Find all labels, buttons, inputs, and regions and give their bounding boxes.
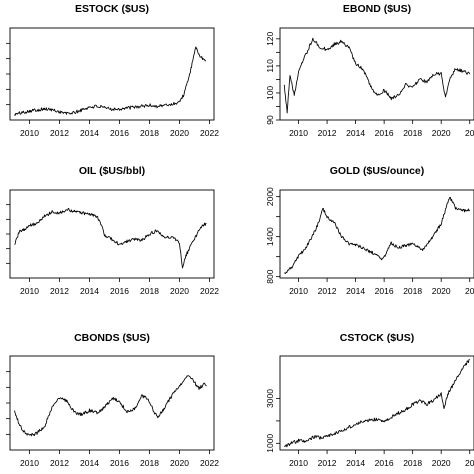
x-tick-label: 2018: [403, 286, 422, 296]
x-tick-label: 2014: [80, 128, 99, 138]
y-tick-label: 800: [265, 269, 275, 283]
x-tick-label: 2014: [80, 458, 99, 468]
x-tick-label: 2018: [403, 458, 422, 468]
chart-panel-1: ESTOCK ($US) 2010 2012 2014 2016 2018 2020 2022: [6, 3, 219, 138]
x-tick-label: 2018: [140, 286, 159, 296]
series-line: [15, 47, 206, 116]
x-tick-label: 2012: [50, 286, 69, 296]
x-tick-label: 2016: [110, 128, 129, 138]
plot-frame: [280, 28, 474, 120]
x-tick-label: 2018: [140, 458, 159, 468]
x-tick-label: 2012: [318, 128, 337, 138]
x-tick-label: 2016: [110, 286, 129, 296]
x-tick-label: 2010: [20, 128, 39, 138]
plot-frame: [280, 190, 474, 278]
x-tick-label: 2016: [375, 128, 394, 138]
y-tick-label: 100: [265, 86, 275, 100]
y-tick-label: 2000: [265, 187, 275, 206]
y-tick-label: 1000: [265, 434, 275, 453]
x-tick-label: 2012: [50, 458, 69, 468]
y-tick-label: 120: [265, 31, 275, 45]
x-tick-label: 2020: [170, 458, 189, 468]
x-tick-label: 20: [465, 458, 474, 468]
x-tick-label: 2020: [432, 128, 451, 138]
series-line: [15, 208, 207, 268]
chart-title: CBONDS ($US): [74, 332, 150, 344]
y-tick-label: 1400: [265, 227, 275, 246]
x-tick-label: 2020: [170, 286, 189, 296]
x-tick-label: 2012: [50, 128, 69, 138]
plot-frame: [280, 356, 474, 450]
x-tick-label: 2020: [432, 458, 451, 468]
x-tick-label: 2010: [289, 286, 308, 296]
chart-title: GOLD ($US/ounce): [330, 165, 425, 177]
series-line: [284, 197, 469, 273]
chart-panel-2: EBOND ($US)20102012201420162018202020901…: [265, 3, 474, 138]
x-tick-label: 2022: [200, 286, 219, 296]
series-line: [284, 38, 469, 113]
y-tick-label: 110: [265, 59, 275, 73]
x-tick-label: 2016: [375, 458, 394, 468]
x-tick-label: 2012: [318, 458, 337, 468]
plot-frame: [10, 356, 214, 450]
x-tick-label: 20: [465, 128, 474, 138]
series-line: [15, 376, 207, 436]
x-tick-label: 2010: [20, 458, 39, 468]
x-tick-label: 2022: [200, 458, 219, 468]
x-tick-label: 2014: [346, 458, 365, 468]
plot-frame: [10, 28, 214, 120]
chart-panel-3: OIL ($US/bbl) 2010 2012 2014 2016 2018 2020 202…: [6, 165, 219, 296]
chart-title: EBOND ($US): [343, 3, 411, 15]
chart-title: ESTOCK ($US): [75, 3, 149, 15]
x-tick-label: 2010: [20, 286, 39, 296]
x-tick-label: 2020: [432, 286, 451, 296]
x-tick-label: 20: [465, 286, 474, 296]
x-tick-label: 2022: [200, 128, 219, 138]
x-tick-label: 2018: [403, 128, 422, 138]
x-tick-label: 2016: [110, 458, 129, 468]
series-line: [284, 359, 469, 446]
x-tick-label: 2016: [375, 286, 394, 296]
chart-title: CSTOCK ($US): [340, 332, 414, 344]
x-tick-label: 2012: [318, 286, 337, 296]
x-tick-label: 2014: [346, 286, 365, 296]
x-tick-label: 2014: [346, 128, 365, 138]
x-tick-label: 2010: [289, 458, 308, 468]
chart-panel-4: GOLD ($US/ounce)201020122014201620182020…: [265, 165, 474, 296]
y-tick-label: 90: [265, 115, 275, 125]
y-tick-label: 3000: [265, 389, 275, 408]
x-tick-label: 2020: [170, 128, 189, 138]
x-tick-label: 2014: [80, 286, 99, 296]
chart-title: OIL ($US/bbl): [79, 165, 145, 177]
x-tick-label: 2018: [140, 128, 159, 138]
chart-panel-5: CBONDS ($US) 2010 2012 2014 2016 2018 2020 2022: [6, 332, 219, 468]
x-tick-label: 2010: [289, 128, 308, 138]
chart-panel-6: CSTOCK ($US)2010201220142016201820202010…: [265, 332, 474, 468]
